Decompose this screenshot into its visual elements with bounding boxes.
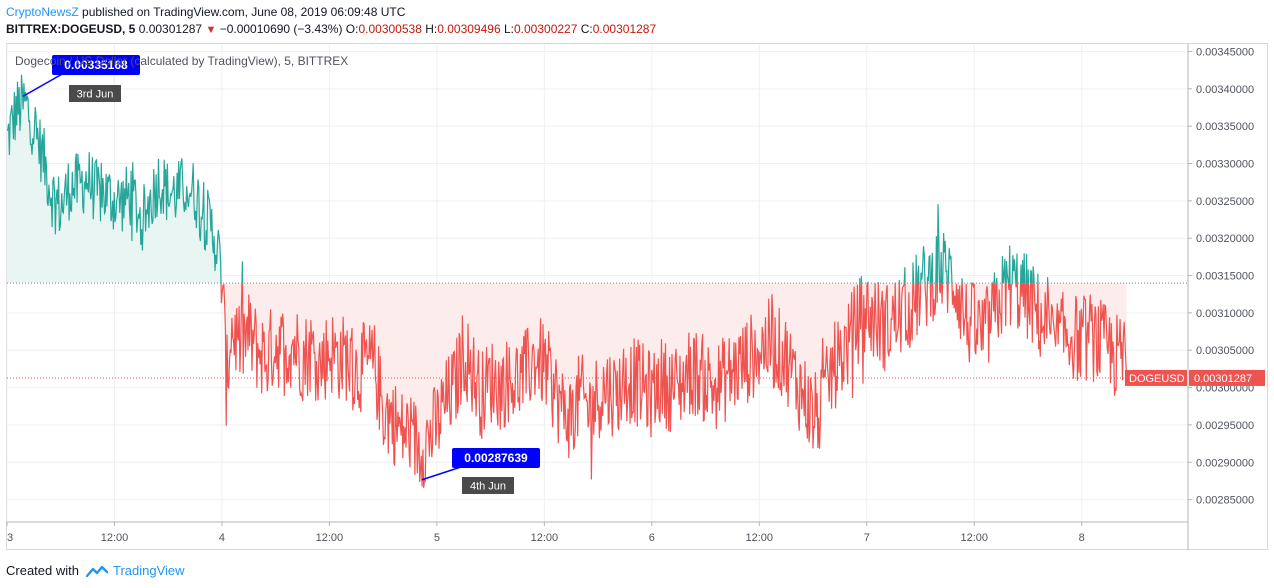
- x-tick-label: 12:00: [316, 532, 344, 544]
- x-tick-label: 12:00: [531, 532, 559, 544]
- low-value: 0.00300227: [513, 22, 578, 36]
- x-tick-label: 4: [219, 532, 225, 544]
- price-change: −0.00010690 (−3.43%): [219, 22, 343, 36]
- last-price: 0.00301287: [138, 22, 203, 36]
- high-label: H:: [425, 22, 438, 36]
- ohlc-header: BITTREX:DOGEUSD, 5 0.00301287 ▼ −0.00010…: [6, 22, 656, 36]
- x-tick-label: 6: [649, 532, 655, 544]
- x-tick-label: 7: [864, 532, 870, 544]
- y-tick-label: 0.00285000: [1196, 495, 1254, 507]
- y-tick-label: 0.00325000: [1196, 196, 1254, 208]
- annotation-date-text: 4th Jun: [470, 481, 506, 493]
- tradingview-brand[interactable]: TradingView: [113, 563, 185, 578]
- y-tick-label: 0.00315000: [1196, 271, 1254, 283]
- author-link[interactable]: CryptoNewsZ: [6, 5, 79, 19]
- y-tick-label: 0.00310000: [1196, 308, 1254, 320]
- annotation-pointer: [22, 72, 65, 97]
- symbol-tag-text: DOGEUSD: [1129, 373, 1185, 385]
- low-label: L:: [503, 22, 514, 36]
- y-tick-label: 0.00330000: [1196, 159, 1254, 171]
- open-label: O:: [345, 22, 359, 36]
- symbol-label: BITTREX:DOGEUSD, 5: [6, 22, 136, 36]
- symbol-tag-bg: [1125, 369, 1187, 386]
- publish-info: published on TradingView.com, June 08, 2…: [82, 5, 406, 19]
- annotation-value-text: 0.00335168: [64, 58, 128, 72]
- chart-legend: Dogecoin / US Dollar (calculated by Trad…: [15, 54, 349, 68]
- x-tick-label: 8: [1079, 532, 1085, 544]
- series-line-below: [220, 283, 1128, 488]
- y-tick-label: 0.00290000: [1196, 457, 1254, 469]
- x-tick-label: 12:00: [960, 532, 988, 544]
- annotation-pointer: [421, 465, 465, 481]
- down-arrow-icon: ▼: [205, 24, 217, 36]
- close-label: C:: [580, 22, 593, 36]
- annotation-value-text: 0.00287639: [464, 451, 528, 465]
- close-value: 0.00301287: [592, 22, 657, 36]
- y-tick-label: 0.00340000: [1196, 84, 1254, 96]
- high-value: 0.00309496: [437, 22, 501, 36]
- annotation-value-box: [452, 448, 540, 468]
- annotation-date-box: [462, 477, 514, 494]
- y-tick-label: 0.00345000: [1196, 46, 1254, 58]
- last-price-tag-text: 0.00301287: [1194, 373, 1252, 385]
- publish-header: CryptoNewsZ published on TradingView.com…: [6, 5, 405, 19]
- series-line-above: [7, 74, 1049, 284]
- last-price-tag-bg: [1189, 369, 1265, 386]
- annotation-date-box: [69, 85, 121, 102]
- open-value: 0.00300538: [358, 22, 422, 36]
- x-tick-label: 12:00: [101, 532, 129, 544]
- y-tick-label: 0.00335000: [1196, 121, 1254, 133]
- y-tick-label: 0.00320000: [1196, 233, 1254, 245]
- y-tick-label: 0.00295000: [1196, 420, 1254, 432]
- annotation-date-text: 3rd Jun: [77, 89, 114, 101]
- y-tick-label: 0.00305000: [1196, 345, 1254, 357]
- tradingview-logo-icon: [85, 565, 108, 578]
- x-tick-label: 5: [434, 532, 440, 544]
- created-with-label: Created with: [6, 563, 79, 578]
- series-fill-above: [7, 74, 1048, 284]
- annotation-value-box: [52, 55, 140, 75]
- x-tick-label: 12:00: [746, 532, 774, 544]
- x-tick-label: 3: [7, 532, 13, 544]
- footer: Created with TradingView: [6, 563, 185, 578]
